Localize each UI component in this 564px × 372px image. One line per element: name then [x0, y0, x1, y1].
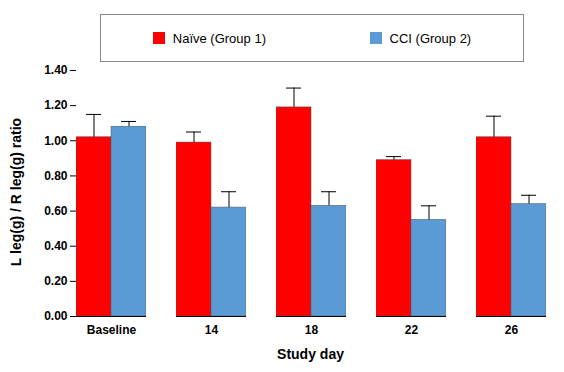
- svg-text:26: 26: [505, 323, 519, 337]
- svg-text:1.00: 1.00: [44, 134, 68, 148]
- svg-text:0.00: 0.00: [44, 309, 68, 323]
- svg-text:18: 18: [305, 323, 319, 337]
- svg-text:0.60: 0.60: [44, 204, 68, 218]
- svg-text:0.80: 0.80: [44, 169, 68, 183]
- svg-text:0.40: 0.40: [44, 239, 68, 253]
- svg-text:14: 14: [205, 323, 219, 337]
- html-text:Study day: Study day: [277, 346, 344, 362]
- html-text:Naïve (Group 1): Naïve (Group 1): [172, 30, 266, 46]
- svg-text:Baseline: Baseline: [87, 323, 137, 337]
- svg-text:22: 22: [405, 323, 419, 337]
- html-text:CCI (Group 2): CCI (Group 2): [389, 30, 472, 46]
- svg-text:1.40: 1.40: [44, 63, 68, 77]
- svg-text:1.20: 1.20: [44, 98, 68, 112]
- html-text:L leg(g) / R leg(g) ratio: L leg(g) / R leg(g) ratio: [8, 117, 24, 267]
- svg-text:0.20: 0.20: [44, 274, 68, 288]
